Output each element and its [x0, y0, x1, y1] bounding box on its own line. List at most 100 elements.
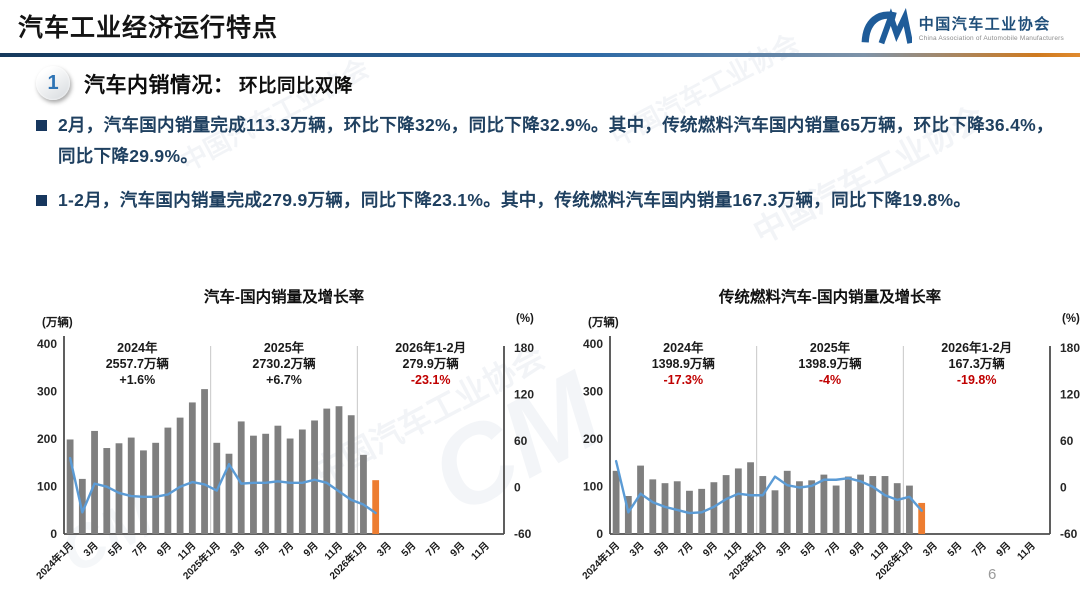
right-tick-label: 120: [514, 388, 534, 402]
right-tick-label: 0: [1060, 481, 1067, 495]
bar: [372, 480, 380, 534]
header-divider: [0, 53, 1080, 57]
x-tick-label: 5月: [652, 540, 671, 559]
bar: [311, 420, 318, 534]
bullet-item: 1-2月，汽车国内销量完成279.9万辆，同比下降23.1%。其中，传统燃料汽车…: [36, 185, 1054, 216]
x-tick-label: 7月: [130, 540, 149, 559]
chart-svg: 传统燃料汽车-国内销量及增长率 (万辆) (%) 0 100 200 300 400 -60 0 6…: [579, 287, 1080, 582]
right-axis-unit: (%): [516, 313, 534, 325]
x-tick-label: 3月: [375, 540, 394, 559]
chart-annotation-line: +1.6%: [119, 373, 155, 387]
bullet-square-icon: [36, 120, 47, 131]
bar: [649, 479, 657, 534]
bar: [201, 389, 208, 534]
right-tick-label: 60: [1060, 434, 1074, 448]
right-tick-label: 60: [514, 434, 528, 448]
x-tick-label: 3月: [81, 540, 100, 559]
x-tick-label: 3月: [921, 540, 940, 559]
x-tick-label: 11月: [1015, 540, 1038, 563]
bar: [808, 480, 816, 534]
trend-line: [614, 459, 923, 515]
chart-annotation-line: +6.7%: [266, 373, 302, 387]
x-tick-label: 3月: [228, 540, 247, 559]
bar: [893, 483, 901, 534]
bar: [734, 468, 742, 534]
x-tick-label: 11月: [469, 540, 492, 563]
bar: [115, 443, 123, 534]
bar: [78, 478, 86, 534]
left-tick-label: 0: [50, 527, 57, 541]
section-heading: 汽车内销情况： 环比同比双降: [84, 69, 353, 99]
right-axis-unit: (%): [1062, 313, 1080, 325]
bar: [66, 439, 74, 534]
left-tick-label: 300: [583, 385, 603, 399]
x-tick-label: 3月: [774, 540, 793, 559]
bar: [176, 417, 184, 534]
left-tick-label: 100: [583, 480, 603, 494]
x-tick-label: 5月: [399, 540, 418, 559]
bar: [820, 474, 828, 534]
bar: [127, 437, 135, 534]
left-tick-label: 400: [583, 337, 603, 351]
x-tick-label: 2024年1月: [579, 539, 622, 582]
chart-annotation-line: -19.8%: [957, 373, 997, 387]
x-tick-label: 9月: [701, 540, 720, 559]
bar: [747, 462, 754, 534]
left-tick-label: 200: [583, 432, 603, 446]
x-tick-label: 9月: [994, 540, 1013, 559]
x-tick-label: 3月: [627, 540, 646, 559]
bullet-item: 2月，汽车国内销量完成113.3万辆，环比下降32%，同比下降32.9%。其中，…: [36, 110, 1054, 171]
bar: [637, 465, 644, 534]
x-tick-label: 2024年1月: [33, 539, 76, 582]
page-number: 6: [988, 566, 997, 583]
x-tick-label: 5月: [252, 540, 271, 559]
chart-annotation-line: 2024年: [663, 340, 704, 355]
bar: [250, 435, 257, 534]
page-title: 汽车工业经济运行特点: [18, 14, 279, 42]
bar: [771, 490, 779, 534]
chart-annotation-line: 2026年1-2月: [395, 340, 466, 355]
bar: [152, 442, 160, 534]
bar: [237, 421, 245, 534]
bar: [360, 454, 367, 534]
bar: [759, 476, 767, 534]
section-title: 汽车内销情况：: [84, 74, 235, 97]
chart-title: 传统燃料汽车-国内销量及增长率: [718, 287, 942, 306]
bar: [783, 470, 791, 534]
bullet-list: 2月，汽车国内销量完成113.3万辆，环比下降32%，同比下降32.9%。其中，…: [36, 110, 1054, 230]
org-name-en: China Association of Automobile Manufact…: [918, 35, 1064, 43]
chart-annotation-line: 1398.9万辆: [798, 356, 862, 371]
section-subtitle: 环比同比双降: [238, 75, 353, 96]
bar: [857, 474, 864, 534]
bar: [612, 470, 620, 534]
bar: [906, 485, 913, 534]
bar: [722, 475, 730, 534]
right-tick-label: 120: [1060, 388, 1080, 402]
chart-annotation-line: -17.3%: [664, 373, 704, 387]
chart-domestic-auto-sales: 汽车-国内销量及增长率 (万辆) (%) 0 100 200 300 400 -60 0 60 120…: [24, 282, 559, 602]
chart-annotation-line: -23.1%: [411, 373, 451, 387]
bar: [335, 406, 343, 534]
bar: [796, 481, 803, 534]
org-logo: 中国汽车工业协会 China Association of Automobile…: [858, 7, 1064, 51]
x-tick-label: 9月: [301, 540, 320, 559]
x-tick-label: 7月: [423, 540, 442, 559]
trend-line: [68, 456, 377, 515]
x-tick-label: 9月: [155, 540, 174, 559]
x-tick-label: 5月: [945, 540, 964, 559]
chart-title: 汽车-国内销量及增长率: [204, 287, 365, 306]
chart-annotation-line: 1398.9万辆: [652, 356, 716, 371]
x-tick-label: 9月: [448, 540, 467, 559]
section-number-badge: 1: [36, 66, 70, 100]
chart-fuel-vehicle-sales: 传统燃料汽车-国内销量及增长率 (万辆) (%) 0 100 200 300 400 -60 0 6…: [570, 282, 1080, 602]
cm-logo-icon: [858, 7, 913, 51]
left-axis-unit: (万辆): [42, 315, 73, 329]
chart-svg: 汽车-国内销量及增长率 (万辆) (%) 0 100 200 300 400 -60 0 60 120…: [33, 287, 534, 582]
chart-annotation-line: 2730.2万辆: [252, 356, 316, 371]
bar: [103, 448, 111, 534]
left-tick-label: 200: [37, 432, 57, 446]
x-tick-label: 7月: [823, 540, 842, 559]
chart-annotation-line: 167.3万辆: [949, 356, 1006, 371]
chart-annotation-line: 279.9万辆: [403, 356, 460, 371]
